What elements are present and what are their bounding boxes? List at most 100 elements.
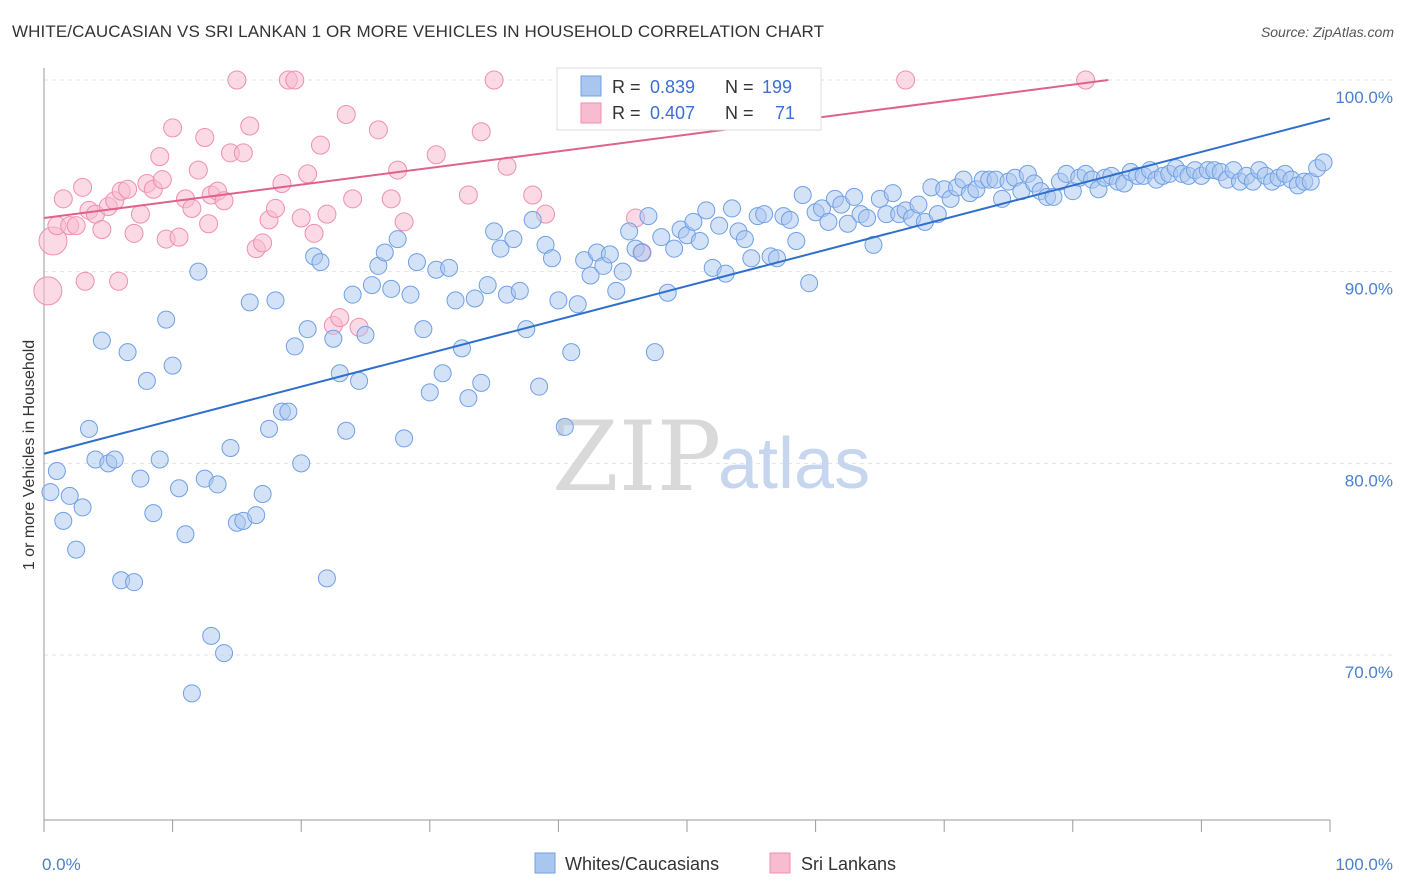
data-point-sri-lankan <box>253 233 273 253</box>
data-point-white <box>73 498 92 517</box>
legend-n-value-blue: 199 <box>762 77 792 97</box>
data-point-white <box>330 364 349 383</box>
data-point-white <box>150 450 169 469</box>
data-point-sri-lankan <box>291 208 311 228</box>
bottom-legend-label-pink: Sri Lankans <box>801 854 896 874</box>
data-point-white <box>137 371 156 390</box>
data-point-white <box>883 184 902 203</box>
data-point-white <box>485 222 504 241</box>
data-point-sri-lankan <box>195 128 215 147</box>
data-point-white <box>324 329 343 348</box>
data-point-white <box>780 210 799 229</box>
data-point-white <box>742 249 761 268</box>
correlation-legend: R = 0.839 N = 199 R = 0.407 N = 71 <box>556 67 822 131</box>
data-point-white <box>54 511 73 530</box>
watermark-atlas: atlas <box>718 424 870 504</box>
data-point-white <box>581 266 600 285</box>
y-tick-label: 70.0% <box>1345 663 1393 682</box>
data-point-sri-lankan <box>330 308 350 328</box>
data-point-white <box>433 364 452 383</box>
data-point-white <box>292 454 311 473</box>
data-point-white <box>665 239 684 258</box>
data-point-white <box>1044 187 1063 206</box>
data-point-sri-lankan <box>426 145 446 165</box>
watermark-zip: ZIP <box>552 401 721 513</box>
data-point-sri-lankan <box>73 177 93 197</box>
data-point-white <box>542 249 561 268</box>
series-whites <box>41 153 1333 703</box>
data-point-white <box>170 479 189 498</box>
data-point-white <box>67 540 86 559</box>
data-point-white <box>446 291 465 310</box>
data-point-sri-lankan <box>1076 70 1096 90</box>
data-point-white <box>639 207 658 226</box>
data-point-white <box>375 243 394 262</box>
data-point-white <box>652 228 671 247</box>
data-point-white <box>317 569 336 588</box>
data-point-sri-lankan <box>265 198 285 218</box>
data-point-white <box>1314 153 1333 172</box>
data-point-white <box>620 222 639 241</box>
data-point-white <box>845 187 864 206</box>
data-point-white <box>607 281 626 300</box>
data-point-sri-lankan <box>381 189 401 209</box>
data-point-sri-lankan <box>304 223 324 243</box>
legend-swatch-blue <box>580 75 602 97</box>
data-point-white <box>697 201 716 220</box>
y-tick-label: 90.0% <box>1345 280 1393 299</box>
data-point-white <box>787 232 806 250</box>
legend-r-value-blue: 0.839 <box>650 77 695 97</box>
data-point-white <box>105 450 124 469</box>
data-point-white <box>311 253 330 272</box>
data-point-white <box>247 506 266 525</box>
data-point-sri-lankan <box>484 70 504 90</box>
data-point-white <box>710 216 729 235</box>
data-point-sri-lankan <box>317 204 337 224</box>
data-point-white <box>928 205 947 224</box>
legend-r-value-pink: 0.407 <box>650 103 695 123</box>
data-point-sri-lankan <box>152 170 172 190</box>
data-point-white <box>401 285 420 304</box>
data-point-white <box>414 320 433 339</box>
data-point-white <box>395 429 414 448</box>
series-sri-lankans <box>33 70 1096 337</box>
series-legend: Whites/Caucasians Sri Lankans <box>534 852 896 874</box>
data-point-white <box>858 209 877 227</box>
data-point-sri-lankan <box>182 198 202 218</box>
data-point-white <box>337 421 356 440</box>
data-point-sri-lankan <box>188 160 208 180</box>
data-point-white <box>92 331 111 350</box>
trend-line-whites <box>43 117 1331 455</box>
data-point-white <box>510 281 529 300</box>
data-point-white <box>279 402 298 421</box>
data-point-sri-lankan <box>199 214 219 234</box>
data-point-white <box>240 293 259 312</box>
data-point-white <box>253 485 272 503</box>
legend-r-label-blue: R = <box>612 77 641 97</box>
data-point-white <box>838 214 857 233</box>
data-point-white <box>735 230 754 249</box>
data-point-white <box>420 383 439 402</box>
data-point-white <box>523 210 542 229</box>
data-point-sri-lankan <box>163 118 183 138</box>
data-point-white <box>221 439 240 457</box>
data-point-white <box>215 644 234 663</box>
data-point-white <box>157 310 176 329</box>
data-point-white <box>144 504 163 523</box>
data-point-white <box>465 289 484 308</box>
data-point-sri-lankan <box>368 120 388 140</box>
data-point-white <box>690 232 709 250</box>
data-point-sri-lankan <box>497 156 517 176</box>
data-point-white <box>60 486 79 505</box>
data-point-sri-lankan <box>214 191 234 211</box>
data-point-white <box>388 230 407 249</box>
data-point-sri-lankan <box>130 204 150 224</box>
data-point-white <box>909 195 928 214</box>
data-point-white <box>459 389 478 408</box>
legend-n-label-pink: N = <box>725 103 754 123</box>
data-point-white <box>382 279 401 298</box>
data-point-sri-lankan <box>233 143 253 163</box>
data-point-white <box>41 483 60 502</box>
data-point-white <box>356 325 375 344</box>
chart-title: WHITE/CAUCASIAN VS SRI LANKAN 1 OR MORE … <box>12 22 825 41</box>
